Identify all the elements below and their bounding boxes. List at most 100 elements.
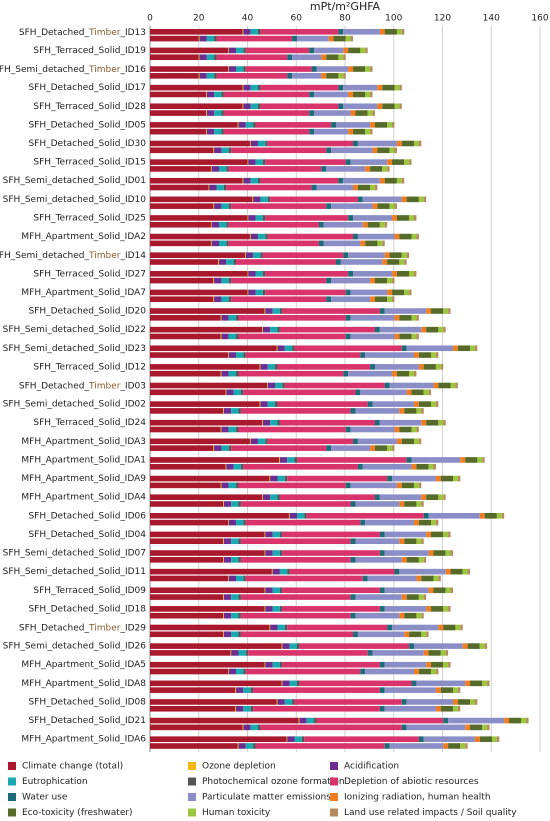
bar-segment	[231, 612, 239, 619]
bar-segment	[399, 408, 405, 414]
bar-segment	[435, 475, 441, 482]
bar-segment	[311, 66, 317, 72]
bar-segment	[487, 724, 490, 731]
bar-segment	[150, 419, 263, 426]
bar-segment	[496, 513, 502, 519]
bar-segment	[384, 705, 436, 712]
bar-segment	[443, 717, 449, 724]
bar-segment	[216, 35, 293, 42]
y-tick-label: SFH_Terraced_Solid_ID09	[33, 586, 146, 596]
y-tick-label: SFH_Detached_Solid_ID30	[28, 139, 146, 149]
legend-swatch	[188, 762, 196, 770]
bar-segment	[326, 73, 339, 79]
bar-segment	[406, 557, 419, 563]
bar-segment	[269, 475, 271, 482]
bar-segment	[277, 401, 368, 407]
bar-segment	[237, 743, 239, 749]
bar-segment	[426, 419, 439, 426]
bar-segment	[348, 128, 354, 135]
bar-segment	[306, 717, 315, 724]
legend-label: Eutrophication	[22, 777, 88, 787]
bar-segment	[270, 326, 278, 333]
bar-segment	[399, 501, 405, 507]
bar-segment	[418, 594, 424, 600]
bar-segment	[284, 345, 293, 352]
bar-segment	[377, 203, 390, 209]
bar-segment	[289, 643, 297, 649]
y-tick-label: SFH_Detached_Solid_ID21	[28, 716, 146, 726]
bar-segment	[389, 252, 402, 258]
bar-segment	[321, 73, 327, 79]
bar-segment	[345, 289, 351, 296]
bar-segment	[218, 221, 227, 228]
bar-segment	[438, 494, 444, 500]
bar-segment	[338, 29, 344, 35]
bar-segment	[223, 612, 224, 619]
bar-segment	[384, 743, 390, 749]
bar-segment	[282, 308, 380, 314]
bar-segment	[350, 289, 388, 296]
bar-segment	[150, 271, 248, 277]
bar-segment	[470, 724, 483, 731]
bar-segment	[357, 196, 363, 203]
bar-segment	[416, 463, 429, 470]
bar-segment	[377, 240, 383, 247]
bar-segment	[452, 705, 458, 712]
bar-segment	[214, 277, 222, 284]
bar-segment	[223, 501, 224, 507]
bar-segment	[379, 661, 385, 668]
bar-segment	[262, 215, 266, 221]
bar-segment	[450, 568, 463, 575]
bar-segment	[255, 122, 332, 128]
bar-segment	[287, 568, 290, 575]
bar-segment	[294, 736, 302, 742]
y-tick-label: SFH_Detached_Solid_ID18	[28, 604, 146, 614]
bar-segment	[384, 587, 429, 594]
bar-segment	[421, 419, 427, 426]
bar-segment	[357, 463, 363, 470]
bar-segment	[150, 557, 224, 563]
bar-segment	[265, 531, 273, 538]
bar-segment	[223, 631, 232, 638]
bar-segment	[214, 91, 222, 98]
bar-segment	[150, 110, 207, 116]
bar-segment	[279, 494, 375, 500]
bar-segment	[382, 259, 388, 265]
y-tick-label: SFH_Terraced_Solid_ID27	[33, 269, 146, 279]
bar-segment	[150, 240, 211, 247]
bar-segment	[279, 587, 283, 594]
bar-segment	[223, 184, 227, 191]
bar-segment	[372, 401, 414, 407]
bar-segment	[467, 568, 471, 575]
bar-segment	[279, 661, 283, 668]
bar-segment	[314, 128, 349, 135]
bar-segment	[257, 103, 261, 110]
bar-segment	[220, 333, 222, 340]
bar-segment	[465, 724, 471, 731]
bar-segment	[214, 110, 222, 116]
bar-segment	[221, 445, 229, 451]
y-tick-label: SFH_Semi_detached_Solid_ID11	[3, 567, 146, 577]
bar-segment	[331, 122, 336, 128]
bar-segment	[231, 147, 327, 154]
bar-segment	[443, 326, 446, 333]
y-tick-label: SFH_Detached_Solid_ID06	[28, 511, 146, 521]
bar-segment	[387, 277, 393, 284]
legend-label: Human toxicity	[202, 808, 271, 817]
bar-segment	[150, 66, 228, 72]
bar-segment	[257, 724, 261, 731]
bar-segment	[399, 233, 412, 240]
y-tick-label: MFH_Apartment_Solid_IDA7	[21, 288, 146, 298]
bar-segment	[150, 333, 221, 340]
bar-segment	[409, 370, 414, 377]
bar-segment	[199, 35, 207, 42]
bar-segment	[231, 650, 239, 656]
bar-segment	[343, 177, 380, 184]
bar-segment	[255, 289, 263, 296]
bar-segment	[221, 370, 229, 377]
bar-segment	[286, 736, 288, 742]
bar-segment	[460, 457, 466, 463]
bar-segment	[150, 84, 243, 91]
legend-label: Acidification	[344, 762, 399, 772]
bar-segment	[228, 519, 237, 526]
